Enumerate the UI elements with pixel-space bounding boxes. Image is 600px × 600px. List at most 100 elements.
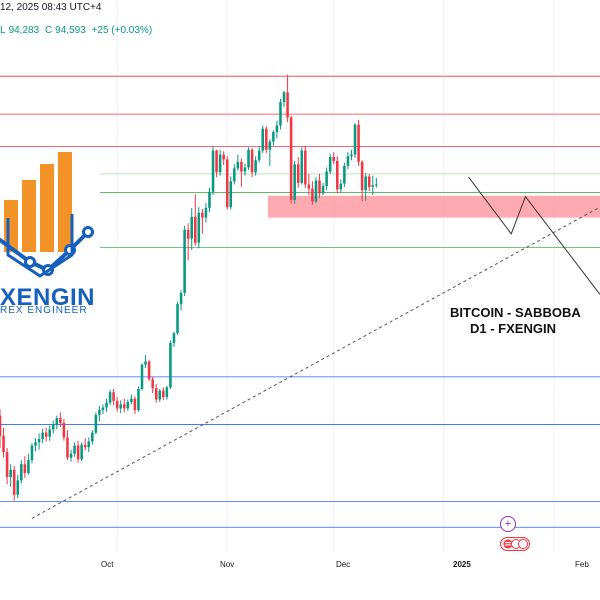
- candle-body-95: [336, 161, 339, 190]
- candle-body-100: [353, 124, 357, 155]
- candle-body-27: [94, 414, 98, 433]
- x-tick-dec: Dec: [336, 560, 351, 569]
- candle-body-73: [257, 150, 261, 161]
- candle-body-44: [154, 388, 158, 400]
- candle-body-29: [101, 407, 105, 411]
- candle-body-7: [23, 464, 27, 474]
- candle-body-33: [115, 401, 119, 409]
- candle-body-87: [307, 184, 311, 189]
- candle-body-80: [282, 92, 286, 103]
- candle-body-75: [264, 128, 268, 150]
- candle-body-81: [286, 92, 289, 118]
- candle-body-10: [34, 442, 37, 446]
- projection-path: [468, 176, 600, 295]
- candle-body-104: [367, 176, 371, 187]
- candle-body-93: [328, 157, 332, 172]
- candle-body-6: [20, 464, 23, 481]
- candle-body-70: [247, 149, 250, 168]
- candle-body-58: [204, 207, 208, 218]
- candle-body-34: [119, 404, 122, 409]
- candle-body-98: [346, 156, 350, 166]
- candle-body-4: [12, 469, 16, 495]
- candle-body-36: [126, 401, 130, 409]
- logo-shield: [6, 214, 74, 278]
- candle-body-28: [98, 410, 101, 415]
- candle-body-64: [225, 159, 229, 208]
- candle-body-59: [208, 191, 211, 208]
- x-tick-nov: Nov: [220, 560, 235, 569]
- candle-body-1: [2, 435, 5, 453]
- candle-body-102: [360, 161, 364, 191]
- candle-body-2: [5, 452, 9, 478]
- add-indicator-icon[interactable]: +: [500, 516, 516, 532]
- candle-body-106: [375, 184, 378, 186]
- candle-body-25: [87, 441, 91, 448]
- candle-body-23: [80, 444, 83, 460]
- candle-body-91: [321, 186, 325, 194]
- candle-body-89: [314, 180, 318, 202]
- candle-body-82: [289, 117, 293, 200]
- candle-body-41: [144, 361, 147, 365]
- candle-body-83: [293, 164, 296, 200]
- ohlc-low-value: 94,283: [8, 25, 40, 36]
- candle-body-24: [83, 444, 87, 448]
- candle-body-21: [73, 445, 76, 454]
- candle-body-66: [233, 168, 236, 182]
- candle-body-105: [371, 185, 375, 187]
- brand-name: XENGIN: [0, 284, 96, 311]
- candle-body-63: [222, 154, 225, 160]
- candle-body-77: [272, 131, 275, 142]
- candle-body-5: [16, 480, 20, 495]
- candle-body-17: [59, 418, 62, 423]
- candle-body-96: [339, 183, 343, 190]
- candle-body-71: [250, 149, 254, 173]
- candle-body-35: [122, 404, 126, 409]
- candle-body-50: [176, 304, 179, 334]
- logo-node-3: [82, 226, 94, 238]
- candle-body-85: [300, 150, 304, 183]
- x-tick-feb: Feb: [575, 560, 589, 569]
- ohlc-low-label: L: [0, 25, 6, 36]
- candle-body-22: [76, 445, 80, 460]
- candle-body-18: [62, 422, 66, 438]
- brand-tagline: REX ENGINEER: [0, 305, 88, 316]
- candle-body-38: [133, 398, 137, 411]
- annotation-line1: BITCOIN - SABBOBA: [450, 305, 581, 320]
- candle-body-48: [169, 342, 172, 388]
- candle-body-69: [243, 167, 247, 172]
- flag-icon[interactable]: [500, 537, 530, 551]
- candle-body-31: [108, 392, 112, 403]
- candle-body-92: [325, 171, 328, 187]
- candle-body-13: [44, 432, 48, 437]
- candle-body-43: [151, 379, 154, 389]
- candle-body-65: [229, 181, 233, 208]
- candle-body-37: [130, 398, 133, 402]
- candle-body-86: [304, 150, 307, 185]
- candle-body-12: [41, 432, 44, 440]
- candle-body-61: [215, 150, 218, 173]
- candle-body-3: [9, 469, 12, 478]
- candle-body-55: [193, 216, 197, 243]
- candle-body-53: [186, 229, 190, 239]
- annotation-line2: D1 - FXENGIN: [470, 321, 556, 336]
- candle-body-52: [183, 229, 186, 293]
- candle-body-62: [218, 154, 222, 173]
- candle-body-90: [318, 180, 321, 194]
- candle-body-101: [357, 124, 360, 162]
- candle-body-54: [190, 216, 193, 239]
- candle-body-97: [343, 165, 346, 184]
- logo-bar-3: [58, 152, 72, 252]
- candle-body-9: [30, 445, 34, 461]
- ohlc-close-value: 94,593: [55, 25, 86, 36]
- candle-body-14: [48, 429, 51, 437]
- candle-body-32: [112, 392, 115, 402]
- candle-body-67: [236, 161, 240, 169]
- candle-body-94: [332, 157, 336, 162]
- candle-body-60: [211, 150, 215, 192]
- candle-body-16: [55, 418, 59, 425]
- candle-body-76: [268, 141, 272, 150]
- candle-body-51: [179, 292, 183, 305]
- chart-header: 12, 2025 08:43 UTC+4: [0, 2, 101, 13]
